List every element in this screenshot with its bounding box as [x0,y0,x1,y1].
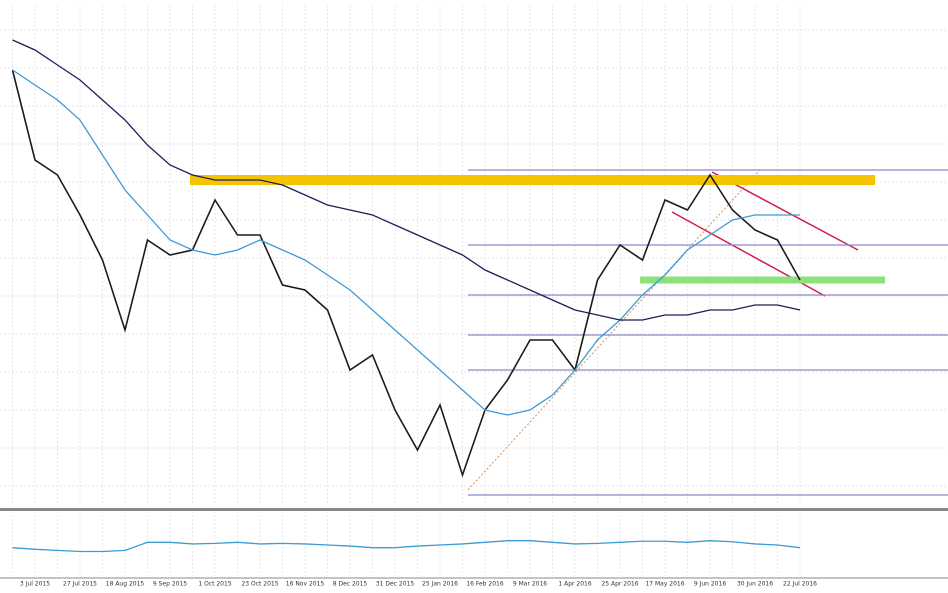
x-tick-label: 22 Jul 2016 [783,581,817,588]
x-tick-label: 31 Dec 2015 [376,581,415,588]
x-tick-label: 23 Oct 2015 [241,581,278,588]
series-line [12,39,801,321]
x-tick-label: 1 Apr 2016 [558,581,591,588]
x-tick-label: 18 Aug 2015 [106,581,145,588]
series-line [12,540,801,553]
x-tick-label: 16 Feb 2016 [466,581,504,588]
x-tick-label: 25 Jan 2016 [422,581,458,588]
x-tick-label: 30 Jun 2016 [737,581,773,588]
grid [0,5,948,575]
x-tick-label: 17 May 2016 [645,581,684,588]
x-tick-label: 8 Dec 2015 [333,581,368,588]
x-tick-label: 9 Jun 2016 [694,581,726,588]
panel-separator [0,508,948,511]
x-tick-label: 16 Nov 2015 [286,581,325,588]
trend-dotted [467,169,761,491]
x-tick-label: 9 Mar 2016 [513,581,547,588]
x-tick-label: 27 Jul 2015 [63,581,97,588]
series-line [11,69,801,478]
x-tick-label: 3 Jul 2015 [20,581,50,588]
x-tick-label: 9 Sep 2015 [153,581,187,588]
series-line [12,69,800,416]
x-tick-label: 25 Apr 2016 [601,581,638,588]
x-tick-label: 1 Oct 2015 [198,581,231,588]
